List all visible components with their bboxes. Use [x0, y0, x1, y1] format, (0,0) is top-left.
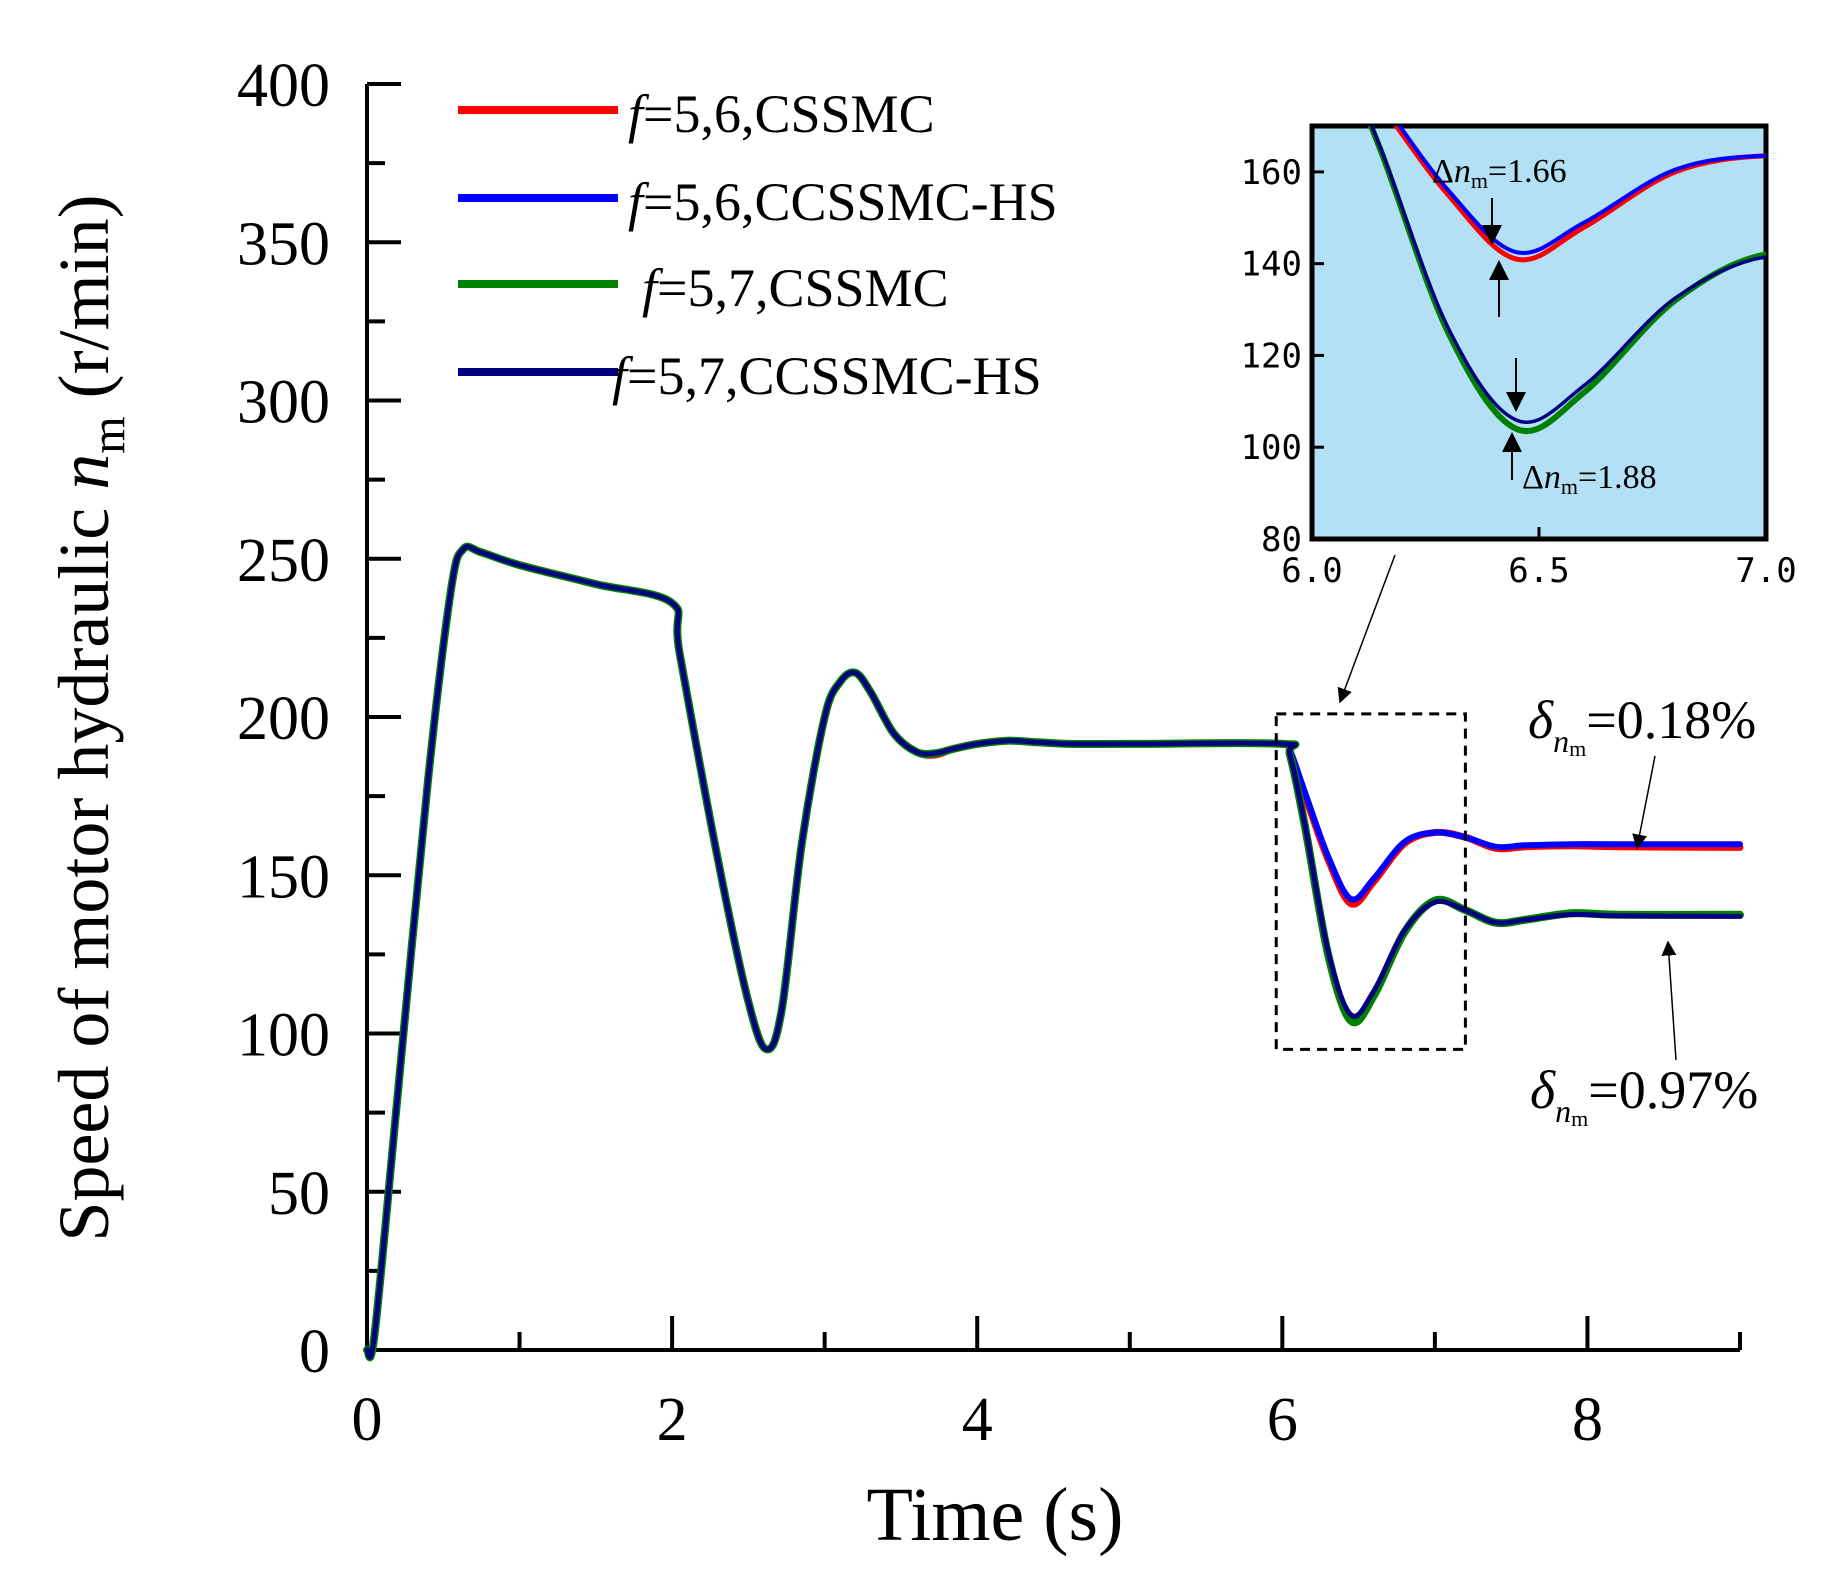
- zoom-pointer-arrow: [1337, 554, 1396, 704]
- y-tick-label: 50: [268, 1160, 330, 1228]
- y-tick-label: 300: [237, 369, 330, 437]
- inset-x-tick-label: 7.0: [1735, 551, 1796, 591]
- legend: f=5,6,CSSMC f=5,6,CCSSMC-HS f=5,7,CSSMC f=5…: [458, 84, 1058, 406]
- inset-y-tick-label: 120: [1241, 336, 1302, 376]
- y-axis-label: Speed of motor hydraulic nm (r/min): [44, 194, 135, 1241]
- annotation-deviation-2-text: δnm=0.97%: [1530, 1060, 1758, 1131]
- annotation-deviation-2: δnm=0.97%: [1530, 940, 1758, 1131]
- inset-y-tick-label: 80: [1261, 520, 1302, 560]
- annotation-deviation-2-arrow: [1661, 940, 1677, 1061]
- y-axis-label-unit: (r/min): [44, 194, 124, 416]
- series-line-2: [364, 543, 1743, 1361]
- y-tick-label: 0: [299, 1318, 330, 1386]
- x-tick-label: 6: [1267, 1386, 1298, 1454]
- inset-y-tick-label: 160: [1241, 153, 1302, 193]
- x-tick-label: 4: [962, 1386, 993, 1454]
- inset-series-line-1: [1393, 126, 1766, 263]
- legend-label-2: f=5,6,CCSSMC-HS: [628, 172, 1058, 232]
- main-series: [363, 542, 1744, 1362]
- inset-series-line-4: [1369, 126, 1766, 424]
- inset-series-line-3: [1367, 126, 1766, 434]
- series-line-4: [364, 544, 1743, 1360]
- x-tick-label: 8: [1572, 1386, 1603, 1454]
- x-tick-label: 0: [352, 1386, 383, 1454]
- inset-tick-labels: 6.0 6.5 7.0 80 100 120 140 160: [1241, 153, 1797, 591]
- main-ticks: [365, 82, 1742, 1352]
- y-axis-label-var: n: [44, 454, 124, 490]
- x-axis-label: Time (s): [867, 1473, 1124, 1557]
- annotation-deviation-1: δnm=0.18%: [1528, 690, 1756, 850]
- legend-label-4: f=5,7,CCSSMC-HS: [612, 346, 1042, 406]
- inset-series-line-2: [1397, 126, 1766, 256]
- x-tick-label: 2: [657, 1386, 688, 1454]
- inset-ticks: [1310, 170, 1768, 541]
- inset-x-tick-label: 6.5: [1508, 551, 1569, 591]
- series-line-3: [363, 542, 1744, 1362]
- y-tick-label: 150: [237, 843, 330, 911]
- y-tick-label: 250: [237, 527, 330, 595]
- inset-y-tick-label: 100: [1241, 428, 1302, 468]
- series-line-1: [363, 543, 1744, 1361]
- legend-label-3: f=5,7,CSSMC: [642, 258, 949, 318]
- y-axis-label-sub: m: [82, 416, 135, 453]
- y-tick-label: 400: [237, 52, 330, 120]
- y-tick-label: 100: [237, 1002, 330, 1070]
- y-tick-label: 350: [237, 210, 330, 278]
- inset-annotation-delta-1: Δnm=1.66: [1432, 153, 1567, 193]
- y-axis-label-text: Speed of motor hydraulic: [44, 490, 124, 1242]
- zoom-box: [1274, 712, 1467, 1051]
- inset-y-tick-label: 140: [1241, 245, 1302, 285]
- legend-label-1: f=5,6,CSSMC: [628, 84, 935, 144]
- inset-x-tick-label: 6.0: [1281, 551, 1342, 591]
- inset-series: [1367, 126, 1766, 434]
- inset-annotation-delta-2: Δnm=1.88: [1522, 459, 1657, 499]
- inset-chart: 6.0 6.5 7.0 80 100 120 140 160 Δnm=1.66 Δnm=1.8…: [1241, 123, 1797, 591]
- y-tick-label: 200: [237, 685, 330, 753]
- annotation-deviation-1-arrow: [1632, 755, 1656, 850]
- inset-background: [1309, 123, 1769, 542]
- annotation-deviation-1-text: δnm=0.18%: [1528, 690, 1756, 761]
